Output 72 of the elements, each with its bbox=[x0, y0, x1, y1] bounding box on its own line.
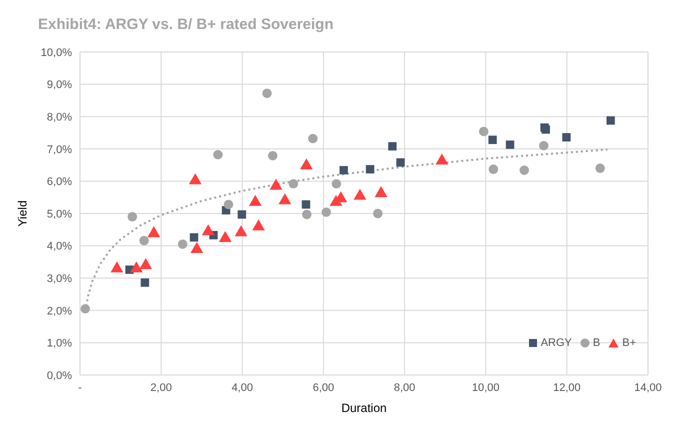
x-tick-label: 4,00 bbox=[232, 382, 253, 394]
legend-label: B bbox=[592, 337, 600, 349]
point bbox=[262, 88, 272, 98]
point bbox=[270, 178, 282, 190]
point bbox=[224, 200, 234, 210]
point bbox=[248, 194, 262, 206]
point bbox=[478, 126, 488, 136]
point bbox=[178, 239, 188, 249]
y-tick-label: 3,0% bbox=[46, 273, 72, 286]
point bbox=[147, 226, 160, 238]
point bbox=[190, 242, 204, 254]
point bbox=[140, 278, 150, 287]
y-tick-label: 9,0% bbox=[46, 79, 72, 92]
x-tick-label: 12,00 bbox=[553, 382, 581, 394]
point bbox=[340, 166, 348, 174]
point bbox=[302, 210, 312, 220]
point bbox=[506, 140, 514, 149]
point bbox=[213, 150, 223, 160]
point bbox=[188, 173, 202, 184]
x-tick-label: 2,00 bbox=[150, 382, 172, 394]
x-tick-label: 6,00 bbox=[312, 382, 334, 394]
point bbox=[539, 140, 548, 150]
y-tick-label: 4,0% bbox=[46, 240, 72, 253]
x-tick-label: - bbox=[78, 382, 82, 394]
point bbox=[436, 154, 448, 165]
point bbox=[595, 164, 605, 173]
point bbox=[302, 200, 310, 209]
point bbox=[288, 179, 298, 188]
y-tick-label: 2,0% bbox=[46, 305, 72, 318]
point bbox=[562, 133, 571, 142]
legend-label: B+ bbox=[621, 337, 636, 349]
y-tick-label: 7,0% bbox=[46, 144, 72, 156]
x-tick-label: 14,00 bbox=[634, 382, 662, 394]
point bbox=[130, 261, 143, 272]
y-axis-title: Yield bbox=[15, 200, 30, 227]
x-axis-title: Duration bbox=[341, 401, 387, 415]
point bbox=[388, 142, 397, 150]
point bbox=[354, 188, 366, 200]
point bbox=[606, 116, 615, 125]
point bbox=[218, 231, 232, 242]
point bbox=[488, 164, 498, 174]
point bbox=[128, 212, 138, 222]
point bbox=[110, 261, 124, 272]
point bbox=[396, 158, 405, 167]
point bbox=[520, 166, 529, 175]
point bbox=[488, 136, 497, 144]
y-tick-label: 6,0% bbox=[46, 176, 72, 188]
y-tick-label: 10,0% bbox=[40, 46, 72, 59]
point bbox=[80, 304, 90, 314]
y-tick-label: 0,0% bbox=[46, 370, 72, 382]
y-tick-label: 5,0% bbox=[46, 208, 72, 220]
point bbox=[332, 179, 342, 188]
legend-label: ARGY bbox=[540, 337, 572, 349]
y-tick-label: 8,0% bbox=[46, 112, 72, 124]
point bbox=[373, 208, 383, 218]
point bbox=[374, 186, 388, 198]
point bbox=[366, 165, 374, 174]
point bbox=[202, 224, 215, 236]
point bbox=[234, 225, 248, 236]
point bbox=[139, 258, 152, 270]
point bbox=[190, 233, 198, 242]
y-tick-label: 1,0% bbox=[46, 338, 72, 350]
point bbox=[308, 134, 318, 144]
point bbox=[252, 219, 265, 230]
chart-title: Exhibit4: ARGY vs. B/ B+ rated Sovereign bbox=[38, 16, 334, 33]
point bbox=[322, 207, 331, 217]
point bbox=[238, 210, 246, 219]
x-tick-label: 8,00 bbox=[394, 382, 416, 394]
point bbox=[278, 193, 292, 204]
x-tick-label: 10,00 bbox=[472, 382, 500, 394]
point bbox=[139, 236, 149, 246]
point bbox=[268, 150, 278, 160]
